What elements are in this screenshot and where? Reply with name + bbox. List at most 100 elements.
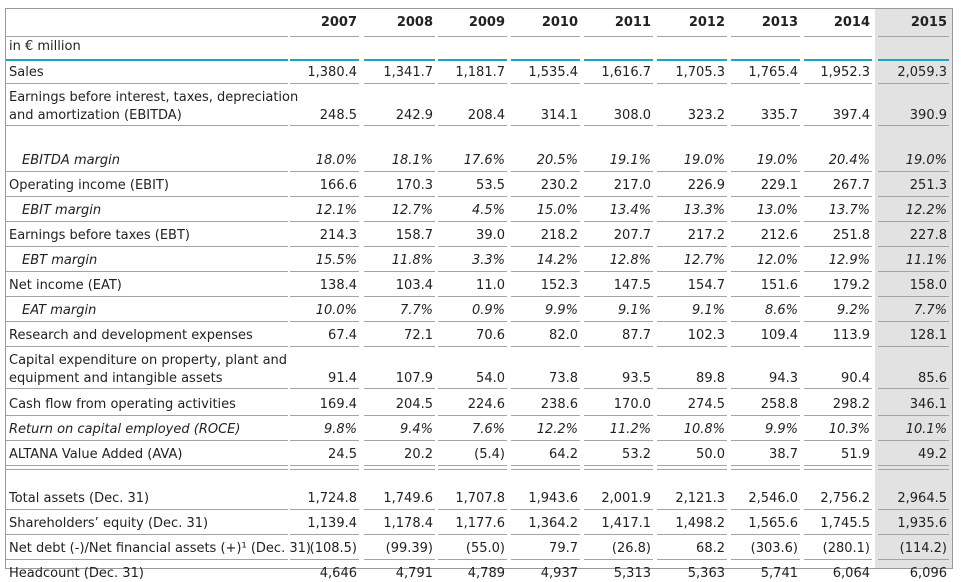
row-rule-col	[731, 321, 800, 322]
row-rule-col	[731, 221, 800, 222]
cell-value: 9.9%	[544, 303, 578, 318]
cell-value: 1,943.6	[528, 491, 578, 506]
row-rule-col	[731, 415, 800, 416]
cell-value: 90.4	[841, 371, 870, 386]
header-rule-col	[584, 36, 653, 37]
cell-value: 397.4	[832, 108, 870, 123]
row-rule-col	[584, 246, 653, 247]
column-header-2012: 2012	[688, 15, 725, 30]
row-rule-col	[804, 388, 872, 389]
row-rule-col	[584, 271, 653, 272]
cell-value: (280.1)	[822, 541, 870, 556]
row-rule-label	[6, 246, 288, 247]
row-label: ALTANA Value Added (AVA)	[9, 447, 183, 462]
cell-value: 50.0	[696, 447, 725, 462]
cell-value: 13.4%	[609, 203, 651, 218]
row-rule-col	[511, 440, 580, 441]
row-rule-col	[438, 83, 507, 84]
cell-value: 1,935.6	[897, 516, 947, 531]
row-rule-col	[584, 440, 653, 441]
cell-value: 218.2	[540, 228, 578, 243]
row-rule-col	[804, 246, 872, 247]
row-rule-col	[804, 346, 872, 347]
row-rule-col	[584, 171, 653, 172]
row-rule-col	[657, 388, 727, 389]
cell-value: 68.2	[696, 541, 725, 556]
row-rule-col	[438, 296, 507, 297]
cell-value: (99.39)	[385, 541, 433, 556]
row-rule-col	[731, 465, 800, 466]
row-rule-col	[878, 125, 949, 126]
row-rule-label	[6, 196, 288, 197]
cell-value: 10.0%	[315, 303, 357, 318]
cell-value: 158.7	[395, 228, 433, 243]
cell-value: (26.8)	[611, 541, 651, 556]
row-rule-col	[804, 415, 872, 416]
cell-value: 64.2	[549, 447, 578, 462]
cell-value: 17.6%	[463, 153, 505, 168]
cell-value: 147.5	[613, 278, 651, 293]
row-label: Operating income (EBIT)	[9, 178, 169, 193]
cell-value: 89.8	[696, 371, 725, 386]
cell-value: 227.8	[909, 228, 947, 243]
row-rule-col	[511, 534, 580, 535]
row-rule-col	[731, 534, 800, 535]
cell-value: 91.4	[328, 371, 357, 386]
row-rule-col	[364, 321, 435, 322]
row-rule-col	[438, 509, 507, 510]
cell-value: 230.2	[540, 178, 578, 193]
row-rule-col	[804, 221, 872, 222]
row-rule-col	[438, 388, 507, 389]
row-rule-label	[6, 465, 288, 466]
row-label: Capital expenditure on property, plant a…	[9, 353, 288, 368]
row-rule-col	[511, 271, 580, 272]
row-rule-col	[804, 125, 872, 126]
cell-value: 346.1	[909, 397, 947, 412]
cell-value: 238.6	[540, 397, 578, 412]
cell-value: 2,121.3	[675, 491, 725, 506]
cell-value: 1,535.4	[528, 65, 578, 80]
row-rule-col	[364, 415, 435, 416]
cell-value: 109.4	[760, 328, 798, 343]
row-rule-col	[657, 559, 727, 560]
column-header-2011: 2011	[614, 15, 651, 30]
row-rule-col	[438, 171, 507, 172]
cell-value: 102.3	[687, 328, 725, 343]
unit-rule-col	[511, 59, 580, 61]
column-header-2010: 2010	[541, 15, 578, 30]
column-header-2015: 2015	[910, 15, 947, 30]
cell-value: (303.6)	[750, 541, 798, 556]
cell-value: 208.4	[467, 108, 505, 123]
cell-value: 6,096	[909, 566, 947, 581]
cell-value: 15.5%	[315, 253, 357, 268]
cell-value: 1,341.7	[383, 65, 433, 80]
cell-value: 1,724.8	[307, 491, 357, 506]
section-rule-label	[6, 469, 288, 470]
row-rule-col	[584, 509, 653, 510]
header-rule-col	[804, 36, 872, 37]
row-rule-col	[364, 440, 435, 441]
cell-value: 10.8%	[683, 422, 725, 437]
row-rule-col	[584, 296, 653, 297]
cell-value: 13.7%	[828, 203, 870, 218]
row-rule-col	[657, 296, 727, 297]
row-rule-col	[364, 388, 435, 389]
row-rule-col	[438, 346, 507, 347]
row-rule-col	[290, 221, 359, 222]
cell-value: 251.8	[832, 228, 870, 243]
cell-value: 7.7%	[913, 303, 947, 318]
cell-value: 18.1%	[391, 153, 433, 168]
row-rule-label	[6, 346, 288, 347]
cell-value: 4.5%	[471, 203, 505, 218]
row-label: Shareholders’ equity (Dec. 31)	[9, 516, 209, 531]
cell-value: 19.0%	[905, 153, 947, 168]
row-rule-col	[731, 125, 800, 126]
table-frame	[5, 8, 953, 569]
cell-value: 207.7	[613, 228, 651, 243]
row-rule-col	[804, 296, 872, 297]
row-rule-col	[290, 534, 359, 535]
column-header-2009: 2009	[468, 15, 505, 30]
row-rule-col	[438, 196, 507, 197]
row-rule-col	[584, 534, 653, 535]
cell-value: 212.6	[760, 228, 798, 243]
